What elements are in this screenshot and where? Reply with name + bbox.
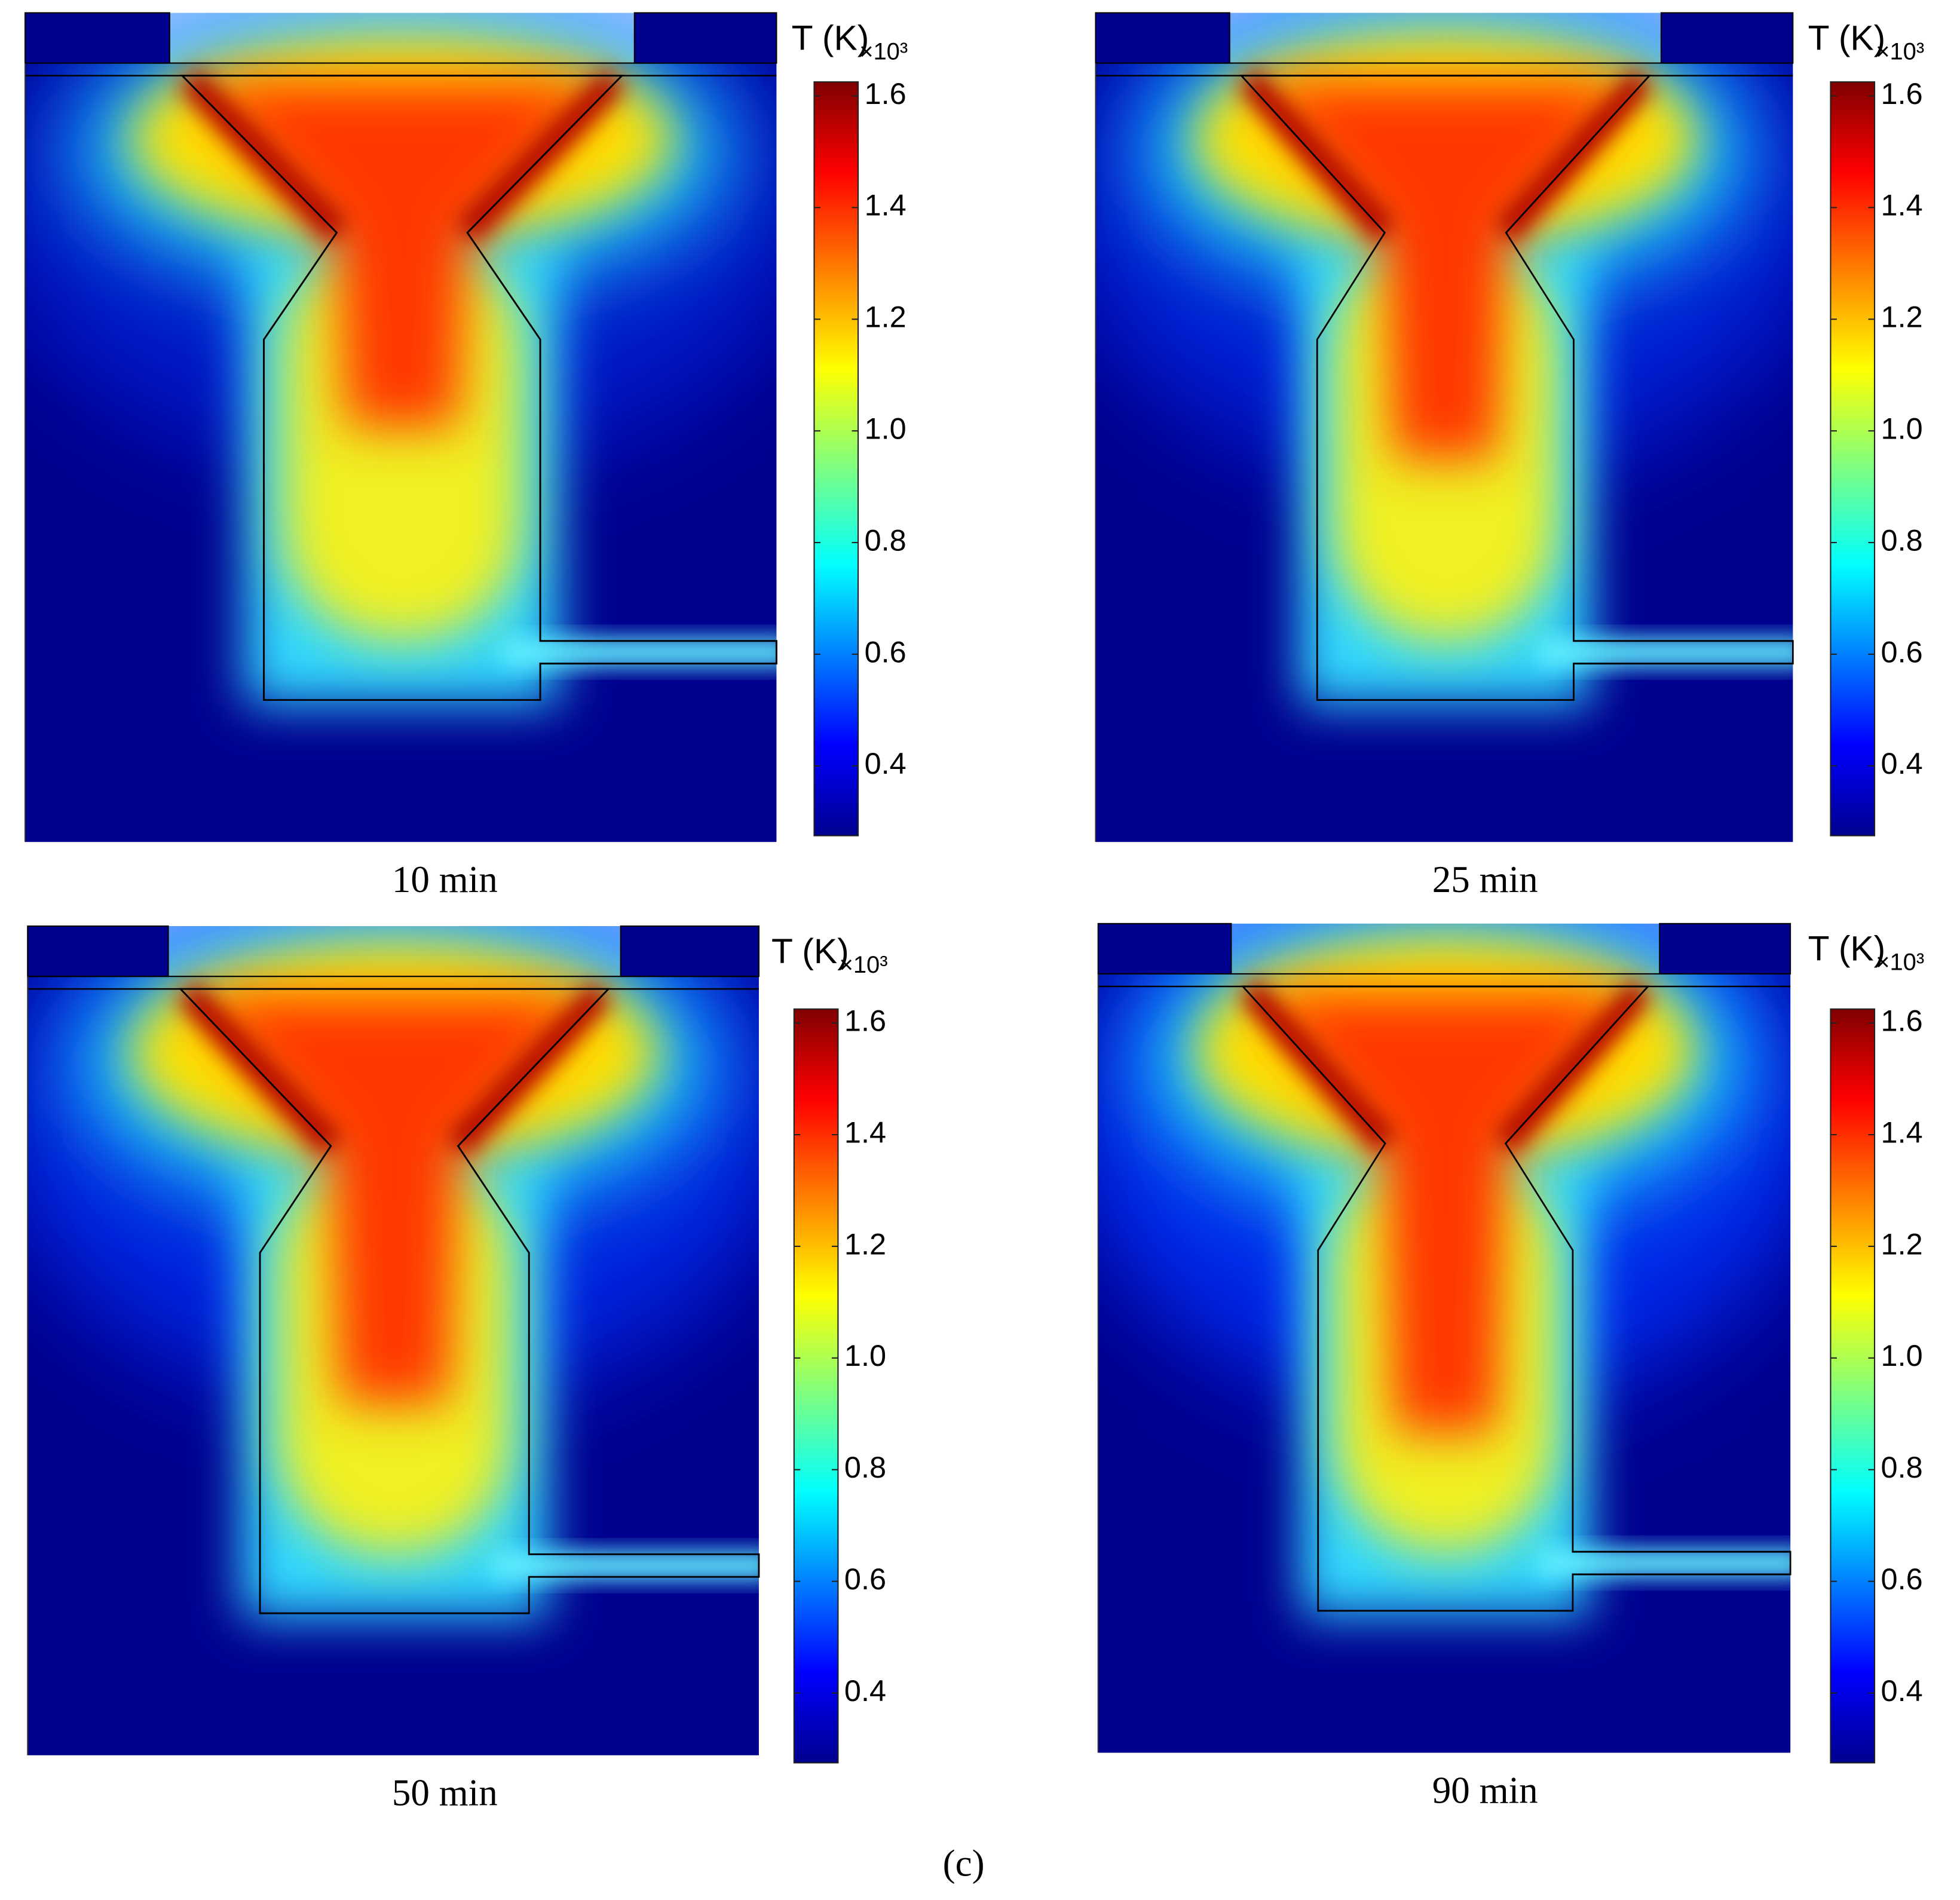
heatmap xyxy=(24,12,777,842)
colorbar-tick-label: 1.0 xyxy=(1881,1338,1923,1372)
colorbar-tick-label: 1.4 xyxy=(865,188,906,222)
colorbar-tick-label: 0.8 xyxy=(865,523,906,557)
colorbar-tick-label: 0.8 xyxy=(844,1450,886,1484)
colorbar xyxy=(1830,81,1876,836)
colorbar-tick-label: 0.4 xyxy=(1881,1674,1923,1708)
figure-label: (c) xyxy=(943,1842,985,1884)
colorbar-tick-label: 1.2 xyxy=(1881,300,1923,334)
channel xyxy=(1538,1549,1791,1577)
colorbar-tick-label: 1.0 xyxy=(865,412,906,446)
colorbar-tick-label: 0.6 xyxy=(865,635,906,669)
block xyxy=(1097,923,1232,975)
colorbar-label: T (K) xyxy=(1808,930,1886,969)
block xyxy=(1660,12,1794,64)
colorbar-tick-label: 1.6 xyxy=(1881,1004,1923,1038)
block xyxy=(27,926,169,977)
colorbar-tick-label: 1.2 xyxy=(1881,1227,1923,1261)
channel xyxy=(492,1552,759,1580)
outline xyxy=(1239,75,1794,701)
field xyxy=(25,13,777,704)
colorbar-tick-label: 1.2 xyxy=(844,1227,886,1261)
channel xyxy=(1538,638,1793,666)
block xyxy=(633,12,777,64)
colorbar-tick-label: 1.6 xyxy=(844,1004,886,1038)
hot-edge xyxy=(177,982,612,1156)
heatmap xyxy=(1097,923,1791,1753)
colorbar xyxy=(813,81,859,836)
panel-caption: 25 min xyxy=(1432,859,1538,900)
panel-caption: 90 min xyxy=(1432,1769,1538,1811)
colorbar-tick-label: 0.8 xyxy=(1881,523,1923,557)
block xyxy=(1659,923,1791,975)
colorbar-tick-label: 0.4 xyxy=(844,1674,886,1708)
panel-caption: 10 min xyxy=(392,859,498,900)
colorbar-tick-label: 0.4 xyxy=(1881,746,1923,780)
block xyxy=(1095,12,1230,64)
colorbar-label: T (K) xyxy=(771,932,849,971)
heatmap xyxy=(27,926,760,1755)
colorbar-multiplier: ×10³ xyxy=(1876,38,1924,65)
colorbar-tick-label: 0.4 xyxy=(865,746,906,780)
field xyxy=(27,926,759,1617)
heatmap xyxy=(1095,12,1794,842)
panel-caption: 50 min xyxy=(392,1772,498,1814)
colorbar-tick-label: 1.4 xyxy=(1881,188,1923,222)
colorbar-label: T (K) xyxy=(792,19,869,57)
hot-edge xyxy=(1239,979,1652,1153)
colorbar-label: T (K) xyxy=(1808,19,1886,57)
colorbar-multiplier: ×10³ xyxy=(840,952,888,978)
colorbar-tick-label: 0.6 xyxy=(1881,635,1923,669)
outline xyxy=(180,75,777,701)
block xyxy=(24,12,170,64)
colorbar-tick-label: 1.4 xyxy=(1881,1115,1923,1149)
field xyxy=(1098,923,1791,1615)
colorbar-tick-label: 1.0 xyxy=(1881,412,1923,446)
hot-edge xyxy=(1238,68,1653,243)
colorbar-tick-label: 1.6 xyxy=(865,76,906,111)
colorbar xyxy=(1830,1008,1876,1764)
field xyxy=(1095,13,1793,704)
outline xyxy=(1241,985,1791,1612)
colorbar-tick-label: 0.6 xyxy=(844,1562,886,1596)
colorbar xyxy=(793,1008,839,1764)
colorbar-tick-label: 1.6 xyxy=(1881,76,1923,111)
hot-edge xyxy=(178,68,626,243)
colorbar-tick-label: 0.8 xyxy=(1881,1450,1923,1484)
colorbar-tick-label: 1.0 xyxy=(844,1338,886,1372)
block xyxy=(620,926,760,977)
channel xyxy=(503,638,777,666)
colorbar-multiplier: ×10³ xyxy=(859,38,908,65)
colorbar-multiplier: ×10³ xyxy=(1876,949,1924,976)
colorbar-tick-label: 1.4 xyxy=(844,1115,886,1149)
colorbar-tick-label: 0.6 xyxy=(1881,1562,1923,1596)
colorbar-tick-label: 1.2 xyxy=(865,300,906,334)
hot-core xyxy=(194,82,610,428)
outline xyxy=(178,988,760,1614)
